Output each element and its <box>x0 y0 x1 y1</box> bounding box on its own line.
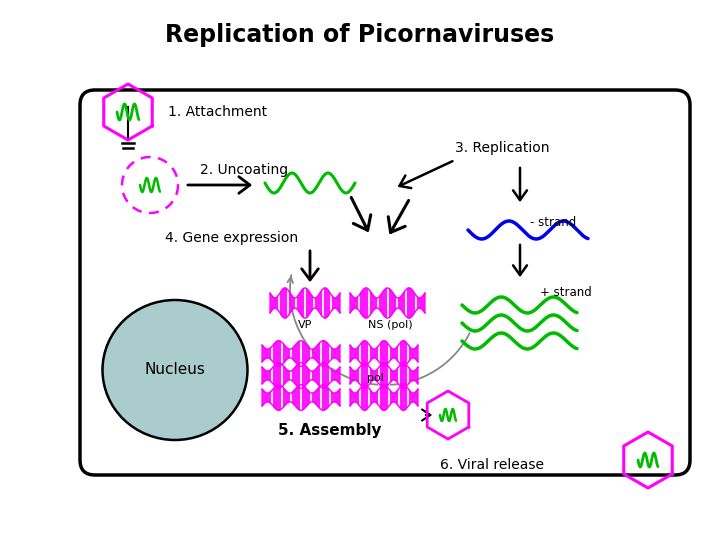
Ellipse shape <box>102 300 248 440</box>
Polygon shape <box>262 341 340 366</box>
Text: - strand: - strand <box>530 215 576 228</box>
Polygon shape <box>350 385 418 410</box>
Text: 1. Attachment: 1. Attachment <box>168 105 267 119</box>
Text: 4. Gene expression: 4. Gene expression <box>165 231 298 245</box>
Text: VP: VP <box>298 320 312 330</box>
Polygon shape <box>270 288 340 318</box>
Text: Nucleus: Nucleus <box>145 362 205 377</box>
Polygon shape <box>350 288 425 318</box>
Polygon shape <box>350 341 418 366</box>
Text: 2. Uncoating: 2. Uncoating <box>200 163 288 177</box>
Text: pol: pol <box>366 373 384 383</box>
Text: + strand: + strand <box>540 287 592 300</box>
Polygon shape <box>262 363 340 388</box>
Text: NS (pol): NS (pol) <box>368 320 413 330</box>
Polygon shape <box>262 385 340 410</box>
Polygon shape <box>350 363 418 388</box>
Text: Replication of Picornaviruses: Replication of Picornaviruses <box>166 23 554 47</box>
Text: 6. Viral release: 6. Viral release <box>440 458 544 472</box>
Text: 3. Replication: 3. Replication <box>455 141 549 155</box>
Text: 5. Assembly: 5. Assembly <box>278 422 382 437</box>
